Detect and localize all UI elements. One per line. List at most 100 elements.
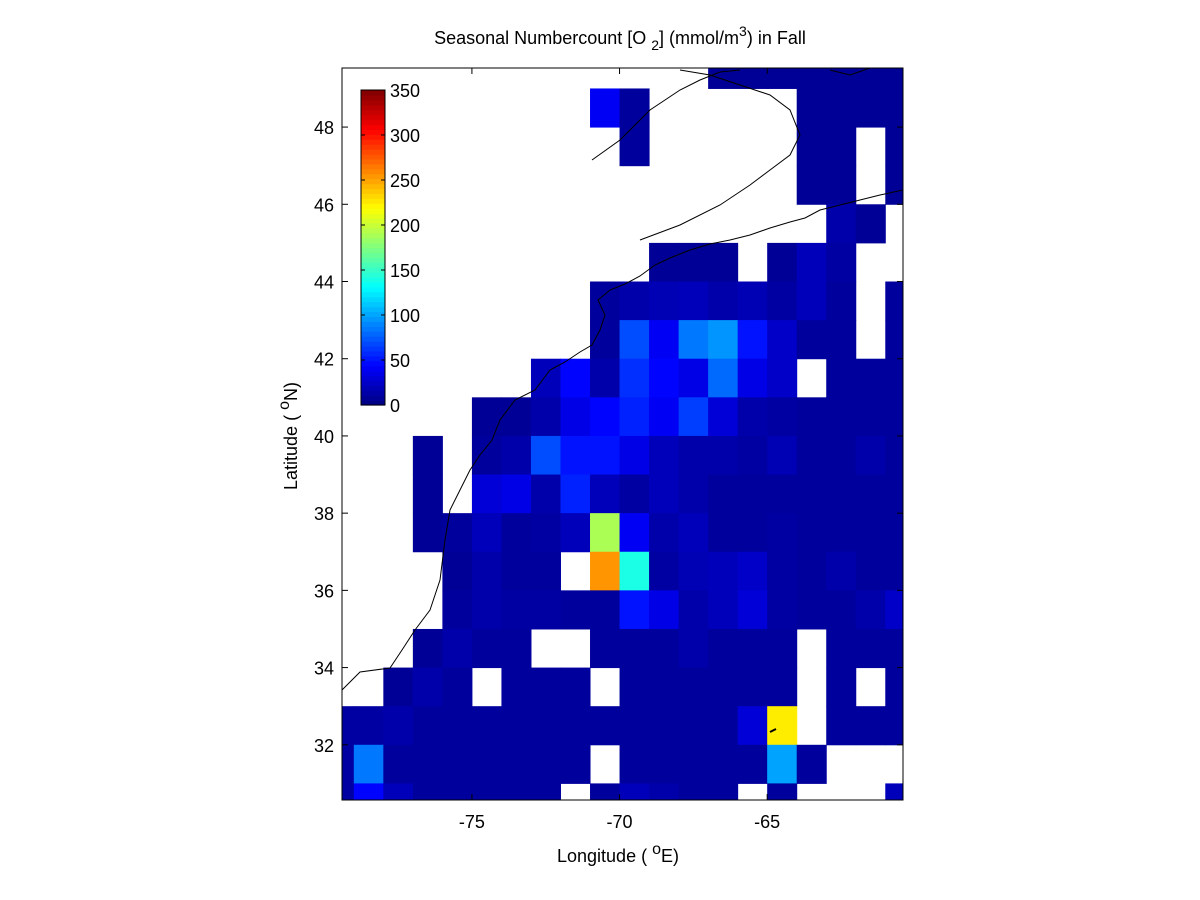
heatmap-cell: [560, 397, 591, 437]
heatmap-cell: [767, 667, 798, 707]
colorbar-swatch: [361, 173, 385, 180]
colorbar-swatch: [361, 208, 385, 214]
colorbar-swatch: [361, 291, 385, 298]
colorbar-swatch: [361, 94, 385, 101]
colorbar-swatch: [361, 124, 385, 130]
y-tick-label: 44: [314, 273, 334, 293]
heatmap-cell: [708, 628, 739, 669]
heatmap-cell: [796, 744, 827, 784]
heatmap-cell: [708, 435, 739, 476]
heatmap-cell: [855, 513, 886, 553]
colorbar-tick-label: 350: [390, 81, 420, 101]
heatmap-cell: [708, 783, 739, 800]
heatmap-cell: [678, 628, 709, 669]
heatmap-cell: [678, 281, 709, 321]
heatmap-cell: [619, 706, 650, 746]
heatmap-cell: [471, 551, 502, 591]
heatmap-cell: [560, 435, 591, 476]
heatmap-cell: [590, 358, 621, 398]
heatmap-cell: [767, 628, 798, 669]
heatmap-cell: [796, 127, 827, 167]
heatmap-cell: [342, 783, 355, 800]
heatmap-cell: [412, 667, 443, 707]
heatmap-cell: [737, 551, 768, 591]
heatmap-cell: [649, 397, 680, 437]
heatmap-cell: [885, 435, 903, 476]
heatmap-cell: [501, 667, 532, 707]
heatmap-cell: [708, 706, 739, 746]
heatmap-cell: [708, 551, 739, 591]
y-tick-label: 36: [314, 581, 334, 601]
heatmap-cell: [649, 667, 680, 707]
label-superscript: o: [276, 401, 293, 410]
colorbar-swatch: [361, 242, 385, 249]
heatmap-cell: [619, 474, 650, 514]
colorbar-swatch: [361, 163, 385, 170]
heatmap-cell: [560, 667, 591, 707]
heatmap-cell: [590, 551, 621, 591]
heatmap-cell: [855, 435, 886, 476]
colorbar-swatch: [361, 109, 385, 116]
heatmap-cell: [885, 513, 903, 553]
heatmap-cell: [560, 474, 591, 514]
heatmap-cell: [530, 397, 561, 437]
heatmap-cell: [353, 783, 384, 800]
heatmap-cell: [412, 706, 443, 746]
heatmap-cell: [826, 397, 857, 437]
colorbar-swatch: [361, 178, 385, 185]
heatmap-cell: [855, 204, 886, 244]
heatmap-cell: [826, 474, 857, 514]
colorbar-swatch: [361, 104, 385, 111]
heatmap-cell: [590, 590, 621, 630]
heatmap-cell: [530, 513, 561, 553]
heatmap-cell: [649, 358, 680, 398]
heatmap-cell: [412, 744, 443, 784]
colorbar-tick-label: 250: [390, 171, 420, 191]
heatmap-cell: [383, 783, 414, 800]
heatmap-cell: [796, 397, 827, 437]
colorbar-swatch: [361, 114, 385, 121]
label-part: Longitude (: [557, 846, 652, 866]
colorbar-frame: [360, 89, 386, 406]
heatmap-cell: [560, 744, 591, 784]
heatmap-cell: [619, 320, 650, 360]
y-tick-label: 48: [314, 118, 334, 138]
heatmap-cell: [442, 551, 473, 591]
heatmap-cell: [501, 551, 532, 591]
heatmap-cell: [471, 474, 502, 514]
colorbar-swatch: [361, 203, 385, 209]
colorbar-swatch: [361, 385, 385, 391]
heatmap-cell: [885, 783, 903, 800]
heatmap-cell: [678, 474, 709, 514]
heatmap-cell: [560, 358, 591, 398]
colorbar-swatch: [361, 262, 385, 268]
colorbar-swatch: [361, 360, 385, 367]
heatmap-cell: [855, 88, 886, 128]
heatmap-cell: [590, 435, 621, 476]
heatmap-cell: [796, 435, 827, 476]
heatmap-cell: [767, 435, 798, 476]
colorbar-swatch: [361, 247, 385, 254]
heatmap-cell: [826, 513, 857, 553]
y-tick-label: 38: [314, 504, 334, 524]
colorbar-swatch: [361, 370, 385, 377]
label-part: N): [281, 382, 301, 401]
heatmap-cell: [767, 242, 798, 282]
x-tick-label: -70: [607, 812, 633, 832]
colorbar-swatch: [361, 395, 385, 401]
colorbar-swatch: [361, 188, 385, 194]
heatmap-cell: [619, 358, 650, 398]
heatmap-cell: [855, 474, 886, 514]
heatmap-cell: [796, 590, 827, 630]
heatmap-cell: [649, 435, 680, 476]
heatmap-cell: [855, 706, 886, 746]
x-axis-label: Longitude ( oE): [557, 841, 679, 866]
x-tick-label: -75: [459, 812, 485, 832]
colorbar-swatch: [361, 350, 385, 357]
heatmap-cell: [885, 320, 903, 360]
heatmap-cell: [501, 474, 532, 514]
y-tick-label: 42: [314, 350, 334, 370]
colorbar-tick-label: 200: [390, 216, 420, 236]
heatmap-cell: [649, 281, 680, 321]
